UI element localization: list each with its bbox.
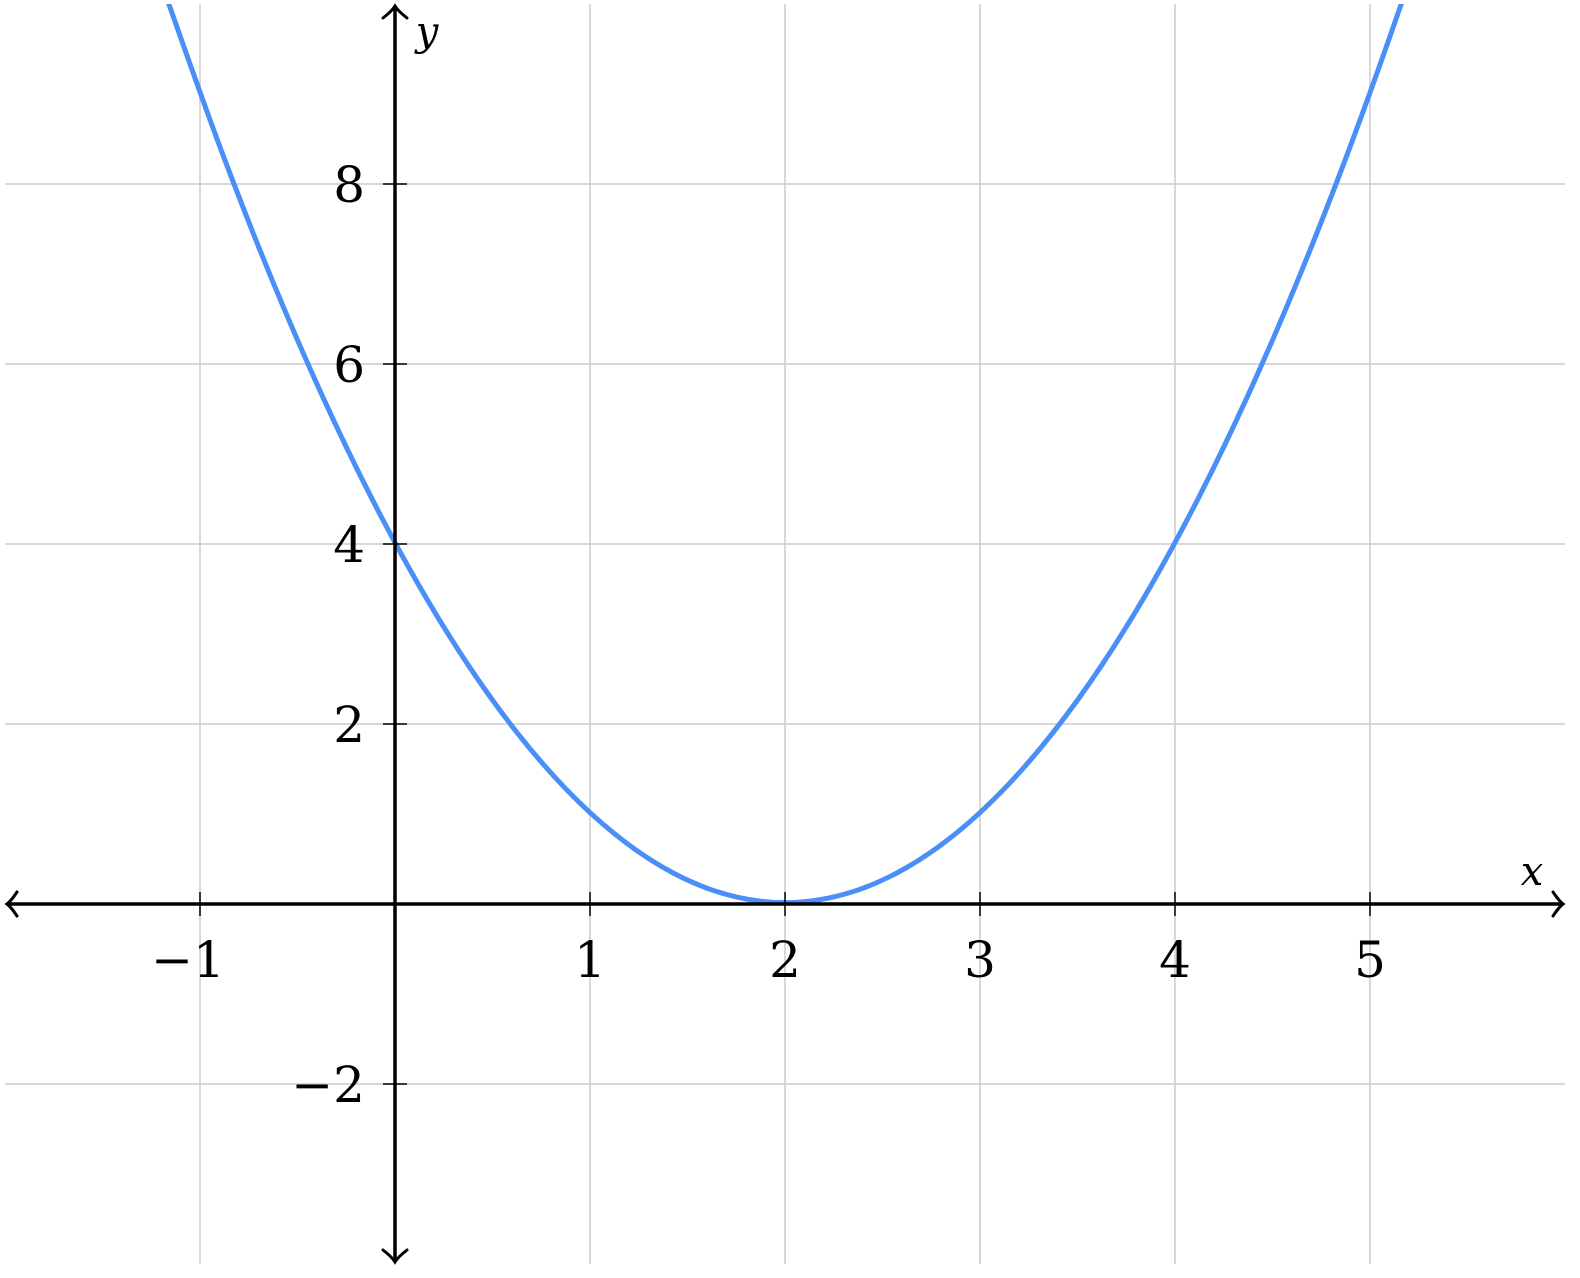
- x-axis-label: x: [1521, 849, 1544, 895]
- y-tick-label: −2: [291, 1056, 365, 1114]
- axes: [4, 3, 1566, 1265]
- tick-labels: −1 1 2 3 4 5 −2 2 4 6 8: [151, 156, 1386, 1114]
- x-tick-label: 2: [769, 931, 801, 989]
- y-tick-label: 6: [333, 336, 365, 394]
- x-tick-label: 4: [1159, 931, 1191, 989]
- y-axis-arrow-down: [381, 1248, 409, 1265]
- x-tick-label: 5: [1354, 931, 1386, 989]
- y-tick-label: 4: [333, 516, 365, 574]
- x-axis-arrow-left: [4, 890, 19, 918]
- x-tick-label: 3: [964, 931, 996, 989]
- x-axis-arrow-right: [1551, 890, 1566, 918]
- x-tick-label: 1: [574, 931, 606, 989]
- y-axis-label: y: [414, 9, 440, 55]
- y-tick-label: 8: [333, 156, 365, 214]
- x-tick-label: −1: [151, 931, 225, 989]
- y-tick-label: 2: [333, 696, 365, 754]
- y-axis-arrow-up: [381, 3, 409, 20]
- grid: [5, 4, 1565, 1264]
